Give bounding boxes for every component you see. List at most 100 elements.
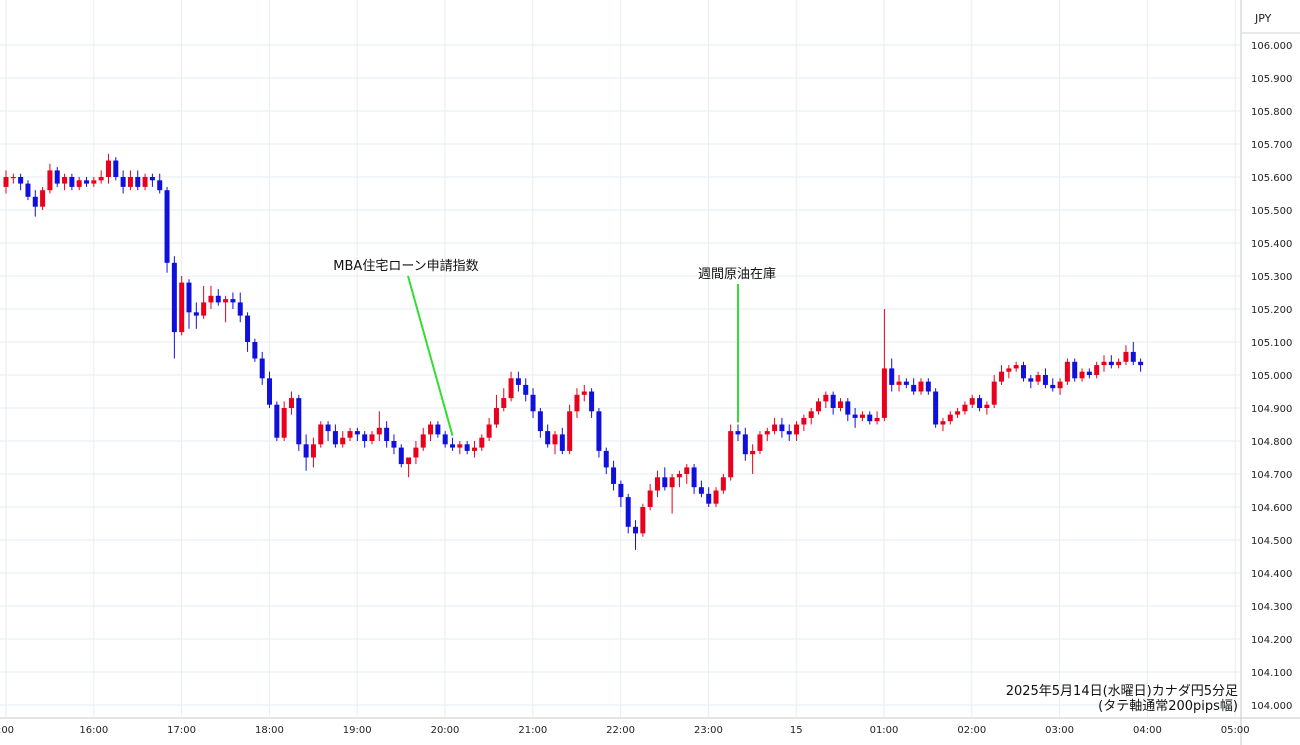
candle-body xyxy=(91,180,97,184)
candle xyxy=(171,256,177,359)
candle-body xyxy=(376,427,382,435)
candle-body xyxy=(1123,351,1129,362)
candle xyxy=(772,417,778,435)
candle-body xyxy=(171,262,177,333)
candle xyxy=(816,398,822,415)
candle xyxy=(501,388,507,412)
candle-body xyxy=(1020,365,1026,379)
x-tick-label: 22:00 xyxy=(606,725,635,736)
candle xyxy=(435,421,441,438)
candle xyxy=(303,434,309,471)
candle xyxy=(369,431,375,445)
candle-body xyxy=(223,299,229,303)
candle-body xyxy=(318,424,324,445)
candle xyxy=(420,427,426,451)
x-tick-label: :00 xyxy=(0,725,14,736)
y-tick-label: 104.600 xyxy=(1251,503,1292,514)
candle xyxy=(757,431,763,455)
candle-body xyxy=(1050,384,1056,389)
candle xyxy=(603,447,609,474)
candle-body xyxy=(940,421,946,425)
candle-body xyxy=(1072,361,1078,379)
candle xyxy=(347,427,353,441)
annotation: MBA住宅ローン申請指数 xyxy=(333,259,479,436)
candle-body xyxy=(1094,365,1100,375)
y-tick-label: 105.100 xyxy=(1251,338,1292,349)
candle xyxy=(720,474,726,494)
candle xyxy=(3,170,9,194)
candle xyxy=(647,483,653,511)
candle-body xyxy=(903,381,909,385)
candle xyxy=(1086,368,1092,379)
candle xyxy=(611,460,617,491)
candle xyxy=(464,441,470,455)
candle xyxy=(1020,361,1026,382)
candle-body xyxy=(362,434,368,441)
candle-body xyxy=(25,183,31,197)
candle xyxy=(10,173,16,184)
y-tick-label: 106.000 xyxy=(1251,41,1292,52)
candle-body xyxy=(508,378,514,399)
candle-body xyxy=(303,444,309,458)
candle xyxy=(274,401,280,441)
candle-body xyxy=(728,431,734,478)
y-tick-label: 105.500 xyxy=(1251,206,1292,217)
candle-body xyxy=(310,444,316,458)
x-tick-label: 19:00 xyxy=(343,725,372,736)
candle-body xyxy=(889,368,895,385)
candle xyxy=(940,417,946,432)
candle-body xyxy=(801,417,807,425)
y-tick-label: 104.700 xyxy=(1251,470,1292,481)
candle xyxy=(340,431,346,448)
y-tick-label: 105.000 xyxy=(1251,371,1292,382)
candle-body xyxy=(149,177,155,181)
candle xyxy=(947,411,953,425)
candle xyxy=(618,480,624,507)
candle-body xyxy=(947,414,953,422)
candle-body xyxy=(186,282,192,313)
candle xyxy=(223,295,229,323)
y-tick-label: 104.200 xyxy=(1251,635,1292,646)
candle-body xyxy=(984,404,990,408)
candle xyxy=(40,186,46,210)
candle xyxy=(384,421,390,448)
candle-body xyxy=(874,417,880,422)
candle xyxy=(859,411,865,422)
candle xyxy=(845,398,851,422)
candle-body xyxy=(230,299,236,303)
candle xyxy=(669,474,675,514)
candle xyxy=(230,292,236,309)
candle-body xyxy=(62,177,68,184)
candle xyxy=(596,408,602,458)
candle xyxy=(654,470,660,498)
candle-body xyxy=(633,526,639,534)
candle xyxy=(955,408,961,418)
candle-body xyxy=(105,160,111,177)
candle xyxy=(1028,375,1034,389)
candle xyxy=(962,401,968,415)
candle xyxy=(215,289,221,306)
candle xyxy=(69,173,75,191)
candle-body xyxy=(896,381,902,385)
candle-body xyxy=(135,177,141,187)
candle-body xyxy=(18,177,24,184)
candle xyxy=(713,487,719,507)
x-tick-label: 20:00 xyxy=(431,725,460,736)
candle xyxy=(1094,361,1100,379)
candle-body xyxy=(845,401,851,415)
candle xyxy=(625,493,631,534)
candle xyxy=(896,375,902,392)
candle-body xyxy=(750,450,756,455)
candle xyxy=(91,177,97,187)
candle xyxy=(54,167,60,187)
y-tick-label: 104.300 xyxy=(1251,602,1292,613)
candle xyxy=(98,170,104,184)
candle xyxy=(640,503,646,537)
candle-body xyxy=(691,467,697,488)
candle xyxy=(581,384,587,402)
candle-body xyxy=(669,477,675,488)
candle xyxy=(354,427,360,441)
candle-body xyxy=(442,434,448,445)
candle-body xyxy=(1086,371,1092,375)
candle-body xyxy=(676,474,682,478)
